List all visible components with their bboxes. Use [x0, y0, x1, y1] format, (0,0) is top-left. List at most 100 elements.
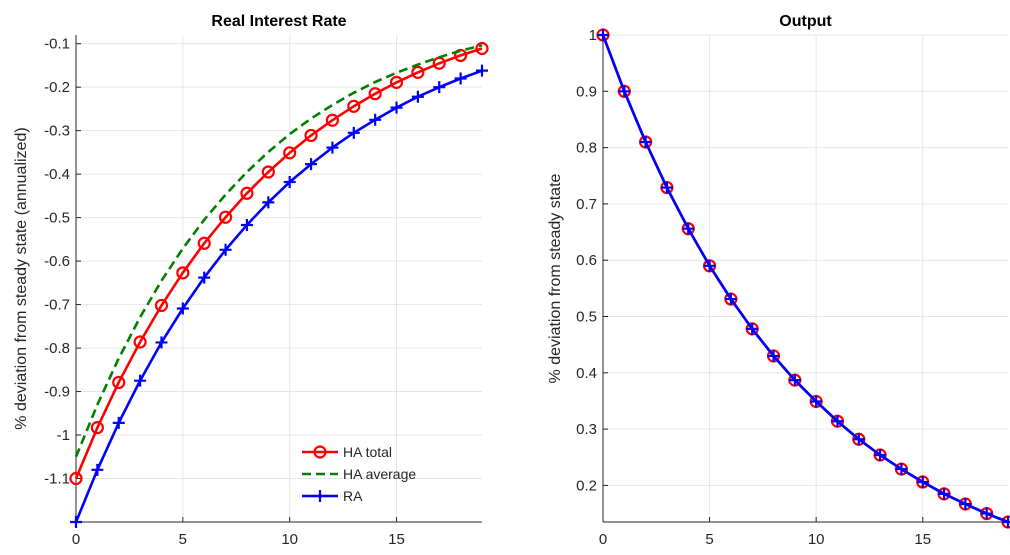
y-tick-label: 0.3: [576, 421, 597, 438]
data-point: [639, 135, 652, 148]
x-tick-label: 10: [808, 531, 825, 548]
data-point: [283, 175, 296, 188]
data-point: [475, 41, 489, 56]
y-tick-label: -1: [57, 427, 70, 444]
data-point: [831, 415, 844, 428]
x-tick-label: 0: [599, 531, 607, 548]
data-point: [240, 219, 253, 232]
data-point: [218, 210, 233, 224]
y-tick-label: -0.3: [44, 123, 70, 140]
legend: HA total HA average RA: [302, 444, 416, 504]
data-point: [597, 29, 609, 41]
y-tick-label: 0.6: [576, 252, 597, 269]
series-line: [74, 47, 483, 480]
data-point: [69, 471, 83, 486]
y-tick-label: 0.7: [576, 196, 597, 213]
data-point: [70, 516, 82, 528]
data-point: [369, 113, 382, 126]
data-point: [389, 75, 404, 89]
data-point: [746, 322, 759, 335]
data-point: [454, 72, 467, 85]
chart-panel-2: 0 5 10 15 0.2 0.3 0.4 0.5 0.6 0.7 0.8 0.9 1 Output % d…: [547, 13, 1010, 548]
y-tick-label: -0.2: [44, 79, 70, 96]
y-tick-label: 0.9: [576, 83, 597, 100]
data-point: [788, 374, 801, 387]
data-point: [133, 335, 147, 349]
data-point: [454, 48, 468, 63]
data-point: [767, 349, 780, 362]
data-point: [1002, 516, 1010, 528]
data-point: [980, 507, 993, 520]
y-tick-label: 1: [589, 27, 597, 44]
legend-marker: [314, 490, 326, 502]
data-point: [660, 181, 673, 194]
data-point: [874, 449, 887, 462]
series-ra: [70, 64, 488, 528]
y-tick-label: 0.4: [576, 365, 597, 382]
data-point: [325, 113, 340, 127]
x-tick-label: 15: [914, 531, 931, 548]
series-line: [74, 44, 483, 458]
data-point: [261, 165, 275, 179]
x-tick-label: 15: [388, 531, 405, 548]
x-tick-label: 5: [179, 531, 187, 548]
data-point: [198, 271, 211, 284]
y-tick-label: 0.5: [576, 309, 597, 326]
data-point: [433, 81, 446, 94]
data-point: [176, 302, 189, 315]
y-tick-label: -0.1: [44, 36, 70, 53]
data-point: [90, 421, 104, 435]
legend-entry: HA total: [343, 444, 392, 460]
data-point: [618, 85, 631, 98]
series-ha-total: [596, 28, 1010, 529]
data-point: [197, 236, 211, 250]
chart-panel-1: 0 5 10 15 -1.1 -1 -0.9 -0.8 -0.7 -0.6 -0.5 -0.4 -0.3…: [13, 13, 489, 548]
data-point: [682, 222, 695, 235]
series-ha-average: [601, 34, 1009, 524]
legend-entry: HA average: [343, 466, 416, 482]
y-tick-label: -0.8: [44, 340, 70, 357]
series-ha-average: [74, 44, 483, 458]
data-point: [724, 293, 737, 306]
y-tick-label: 0.8: [576, 140, 597, 157]
chart-title: Output: [779, 13, 832, 30]
data-point: [134, 374, 147, 387]
y-tick-label: -1.1: [44, 471, 70, 488]
data-point: [219, 243, 232, 256]
data-point: [411, 90, 424, 103]
series-ha-total: [69, 41, 489, 486]
data-point: [262, 196, 275, 209]
data-point: [390, 101, 403, 114]
x-tick-label: 0: [72, 531, 80, 548]
data-point: [810, 395, 823, 408]
data-point: [240, 186, 254, 200]
data-point: [347, 126, 360, 139]
data-point: [852, 433, 865, 446]
data-point: [959, 497, 972, 510]
data-point: [476, 64, 488, 77]
series-line: [601, 34, 1009, 524]
data-point: [326, 141, 339, 154]
y-tick-label: -0.7: [44, 297, 70, 314]
series-line: [74, 69, 483, 523]
data-point: [703, 259, 716, 272]
data-point: [304, 128, 318, 143]
data-point: [895, 463, 908, 476]
data-point: [411, 65, 425, 79]
y-tick-label: -0.6: [44, 253, 70, 270]
series-ra: [597, 29, 1010, 528]
data-point: [112, 416, 125, 429]
data-point: [938, 487, 951, 500]
x-tick-label: 5: [705, 531, 713, 548]
data-point: [368, 87, 382, 101]
data-point: [112, 375, 126, 390]
data-point: [155, 336, 168, 349]
legend-entry: RA: [343, 488, 363, 504]
data-point: [347, 99, 361, 113]
data-point: [91, 463, 104, 476]
chart-title: Real Interest Rate: [211, 13, 346, 30]
y-tick-label: 0.2: [576, 477, 597, 494]
series-line: [601, 34, 1009, 524]
data-point: [305, 158, 318, 171]
series-line: [601, 34, 1009, 524]
